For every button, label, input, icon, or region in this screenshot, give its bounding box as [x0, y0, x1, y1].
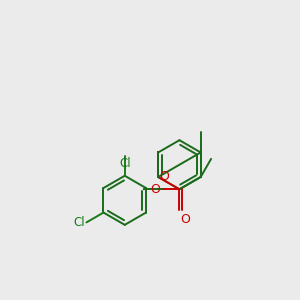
- Text: O: O: [150, 183, 160, 196]
- Text: Cl: Cl: [74, 216, 85, 229]
- Text: Cl: Cl: [119, 158, 130, 170]
- Text: O: O: [159, 170, 169, 184]
- Text: O: O: [181, 213, 190, 226]
